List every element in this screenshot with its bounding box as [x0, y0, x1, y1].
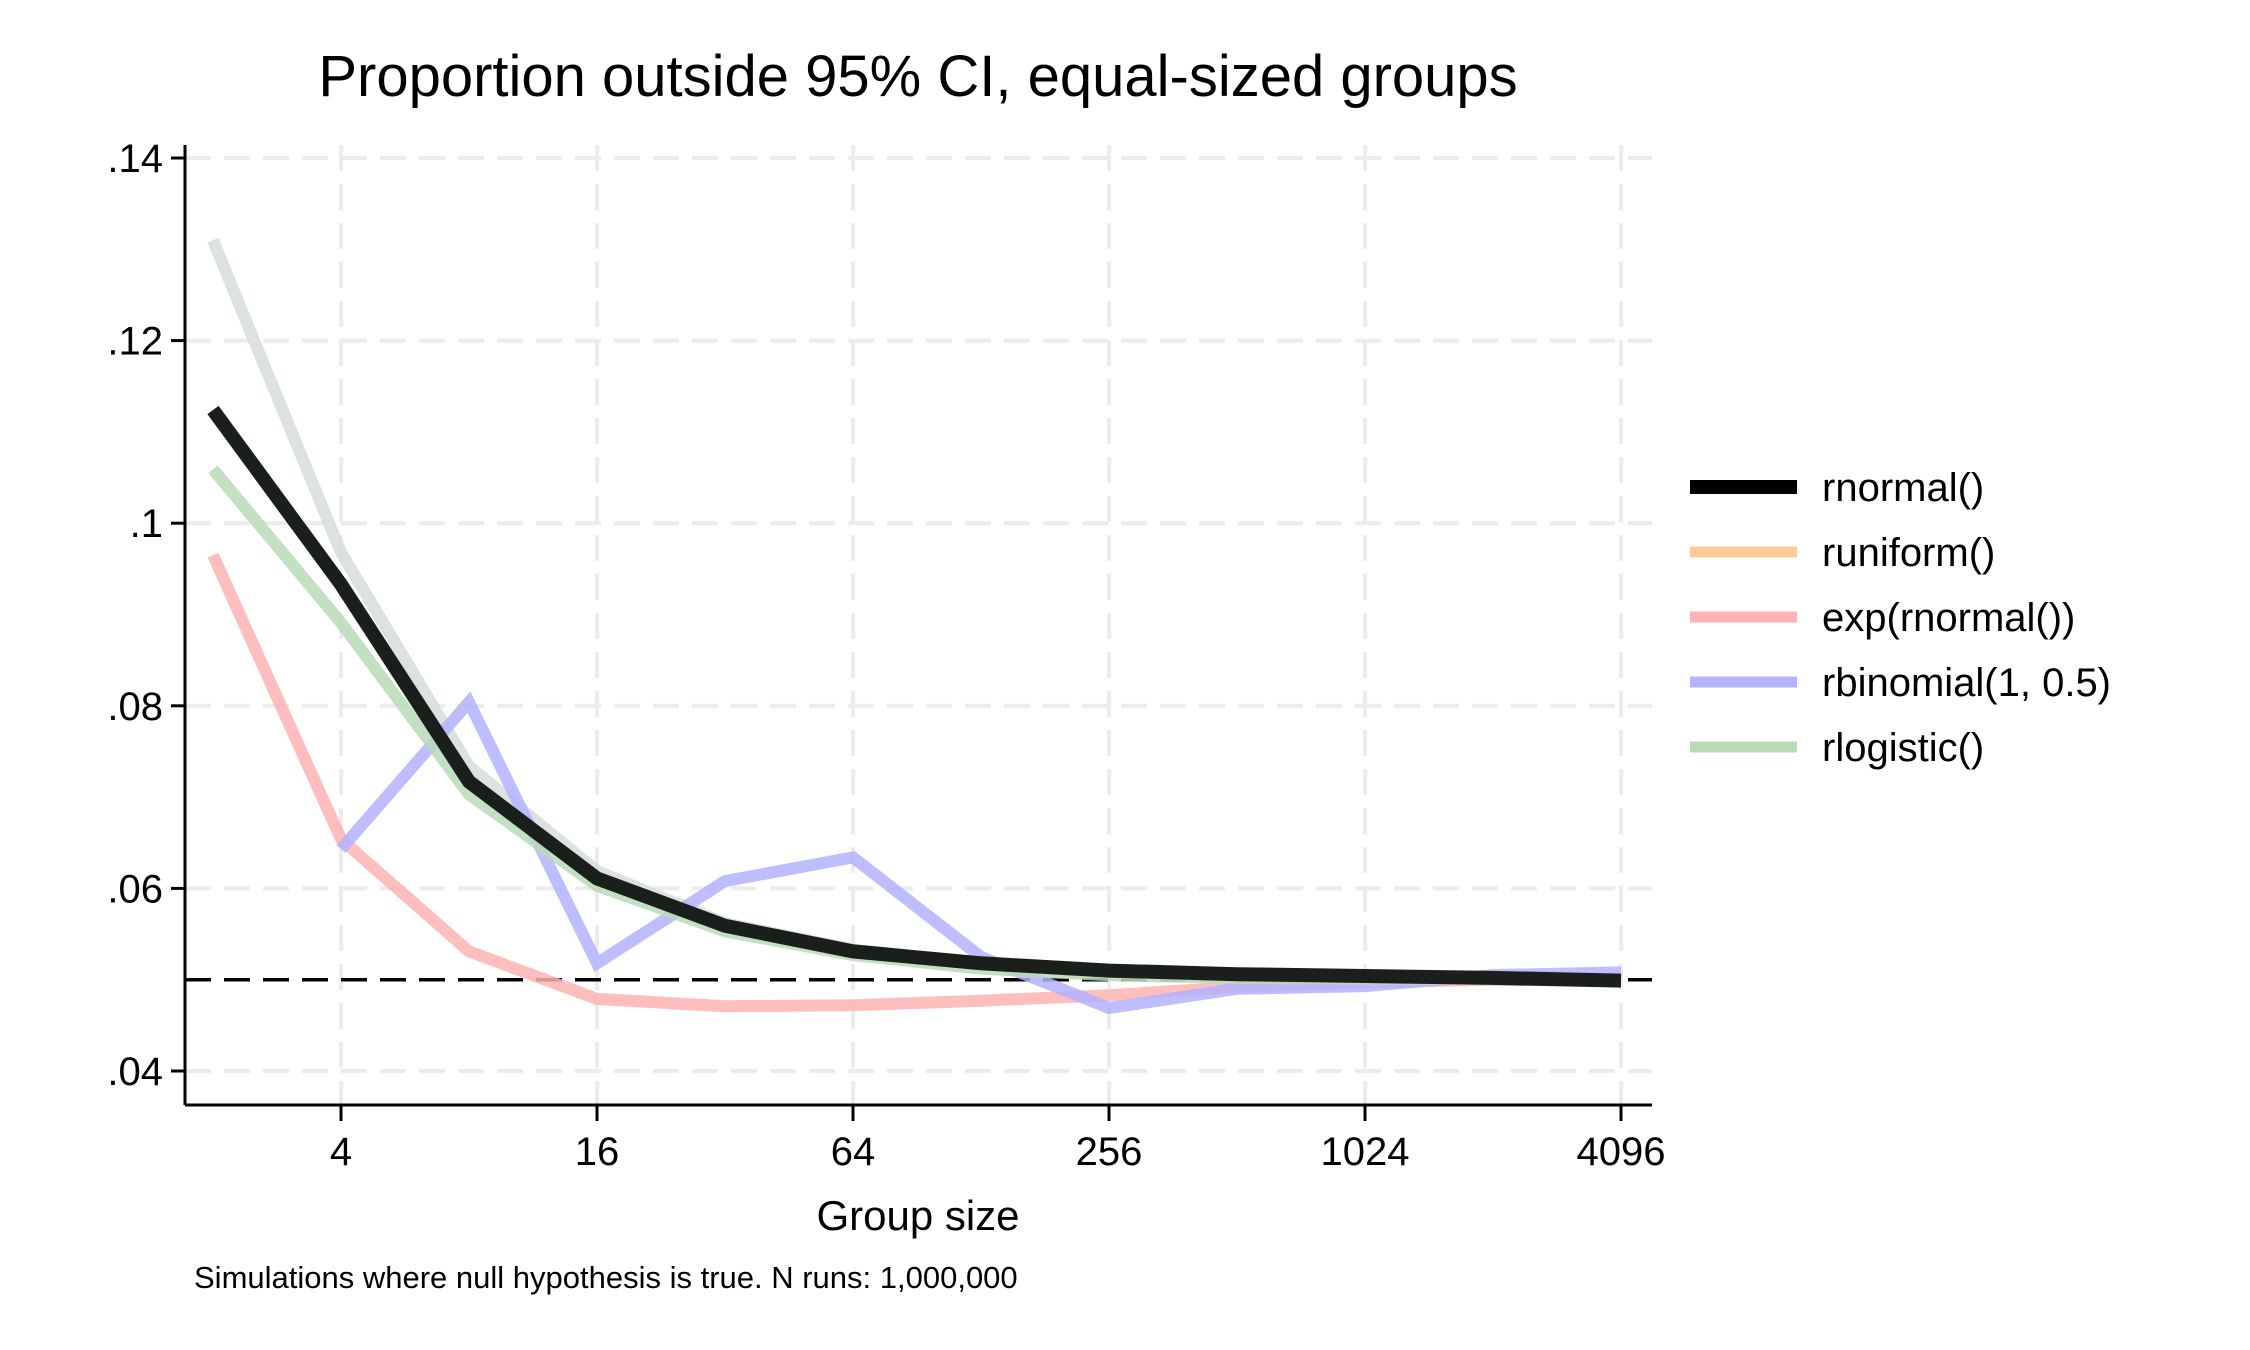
chart-title: Proportion outside 95% CI, equal-sized g…	[318, 44, 1517, 109]
y-tick-label: .12	[107, 320, 163, 364]
x-tick-label: 1024	[1321, 1130, 1410, 1174]
y-tick-label: .1	[130, 502, 163, 546]
legend-label: rnormal()	[1822, 466, 1984, 510]
series-line-0	[207, 237, 1622, 986]
series-line-4	[207, 405, 1622, 988]
y-tick-label: .08	[107, 685, 163, 729]
legend-label: exp(rnormal())	[1822, 596, 2075, 640]
legend-label: runiform()	[1822, 531, 1995, 575]
x-tick-label: 256	[1076, 1130, 1143, 1174]
x-tick-label: 4096	[1577, 1130, 1666, 1174]
chart-note: Simulations where null hypothesis is tru…	[194, 1260, 1018, 1295]
x-axis-label: Group size	[816, 1192, 1019, 1239]
x-tick-label: 16	[575, 1130, 620, 1174]
series-group	[207, 237, 1622, 1015]
y-tick-label: .06	[107, 867, 163, 911]
legend: rnormal() runiform() exp(rnormal()) rbinomi…	[1690, 466, 2111, 770]
legend-label: rbinomial(1, 0.5)	[1822, 661, 2111, 705]
series-line-1	[207, 552, 1622, 1013]
y-tick-label: .04	[107, 1050, 163, 1094]
axes: .04 .06 .08 .1 .12 .14 4 16 64 256 1024 4096	[107, 137, 1665, 1174]
x-tick-label: 4	[330, 1130, 352, 1174]
legend-label: rlogistic()	[1822, 726, 1984, 770]
x-tick-label: 64	[831, 1130, 876, 1174]
y-tick-label: .14	[107, 137, 163, 181]
